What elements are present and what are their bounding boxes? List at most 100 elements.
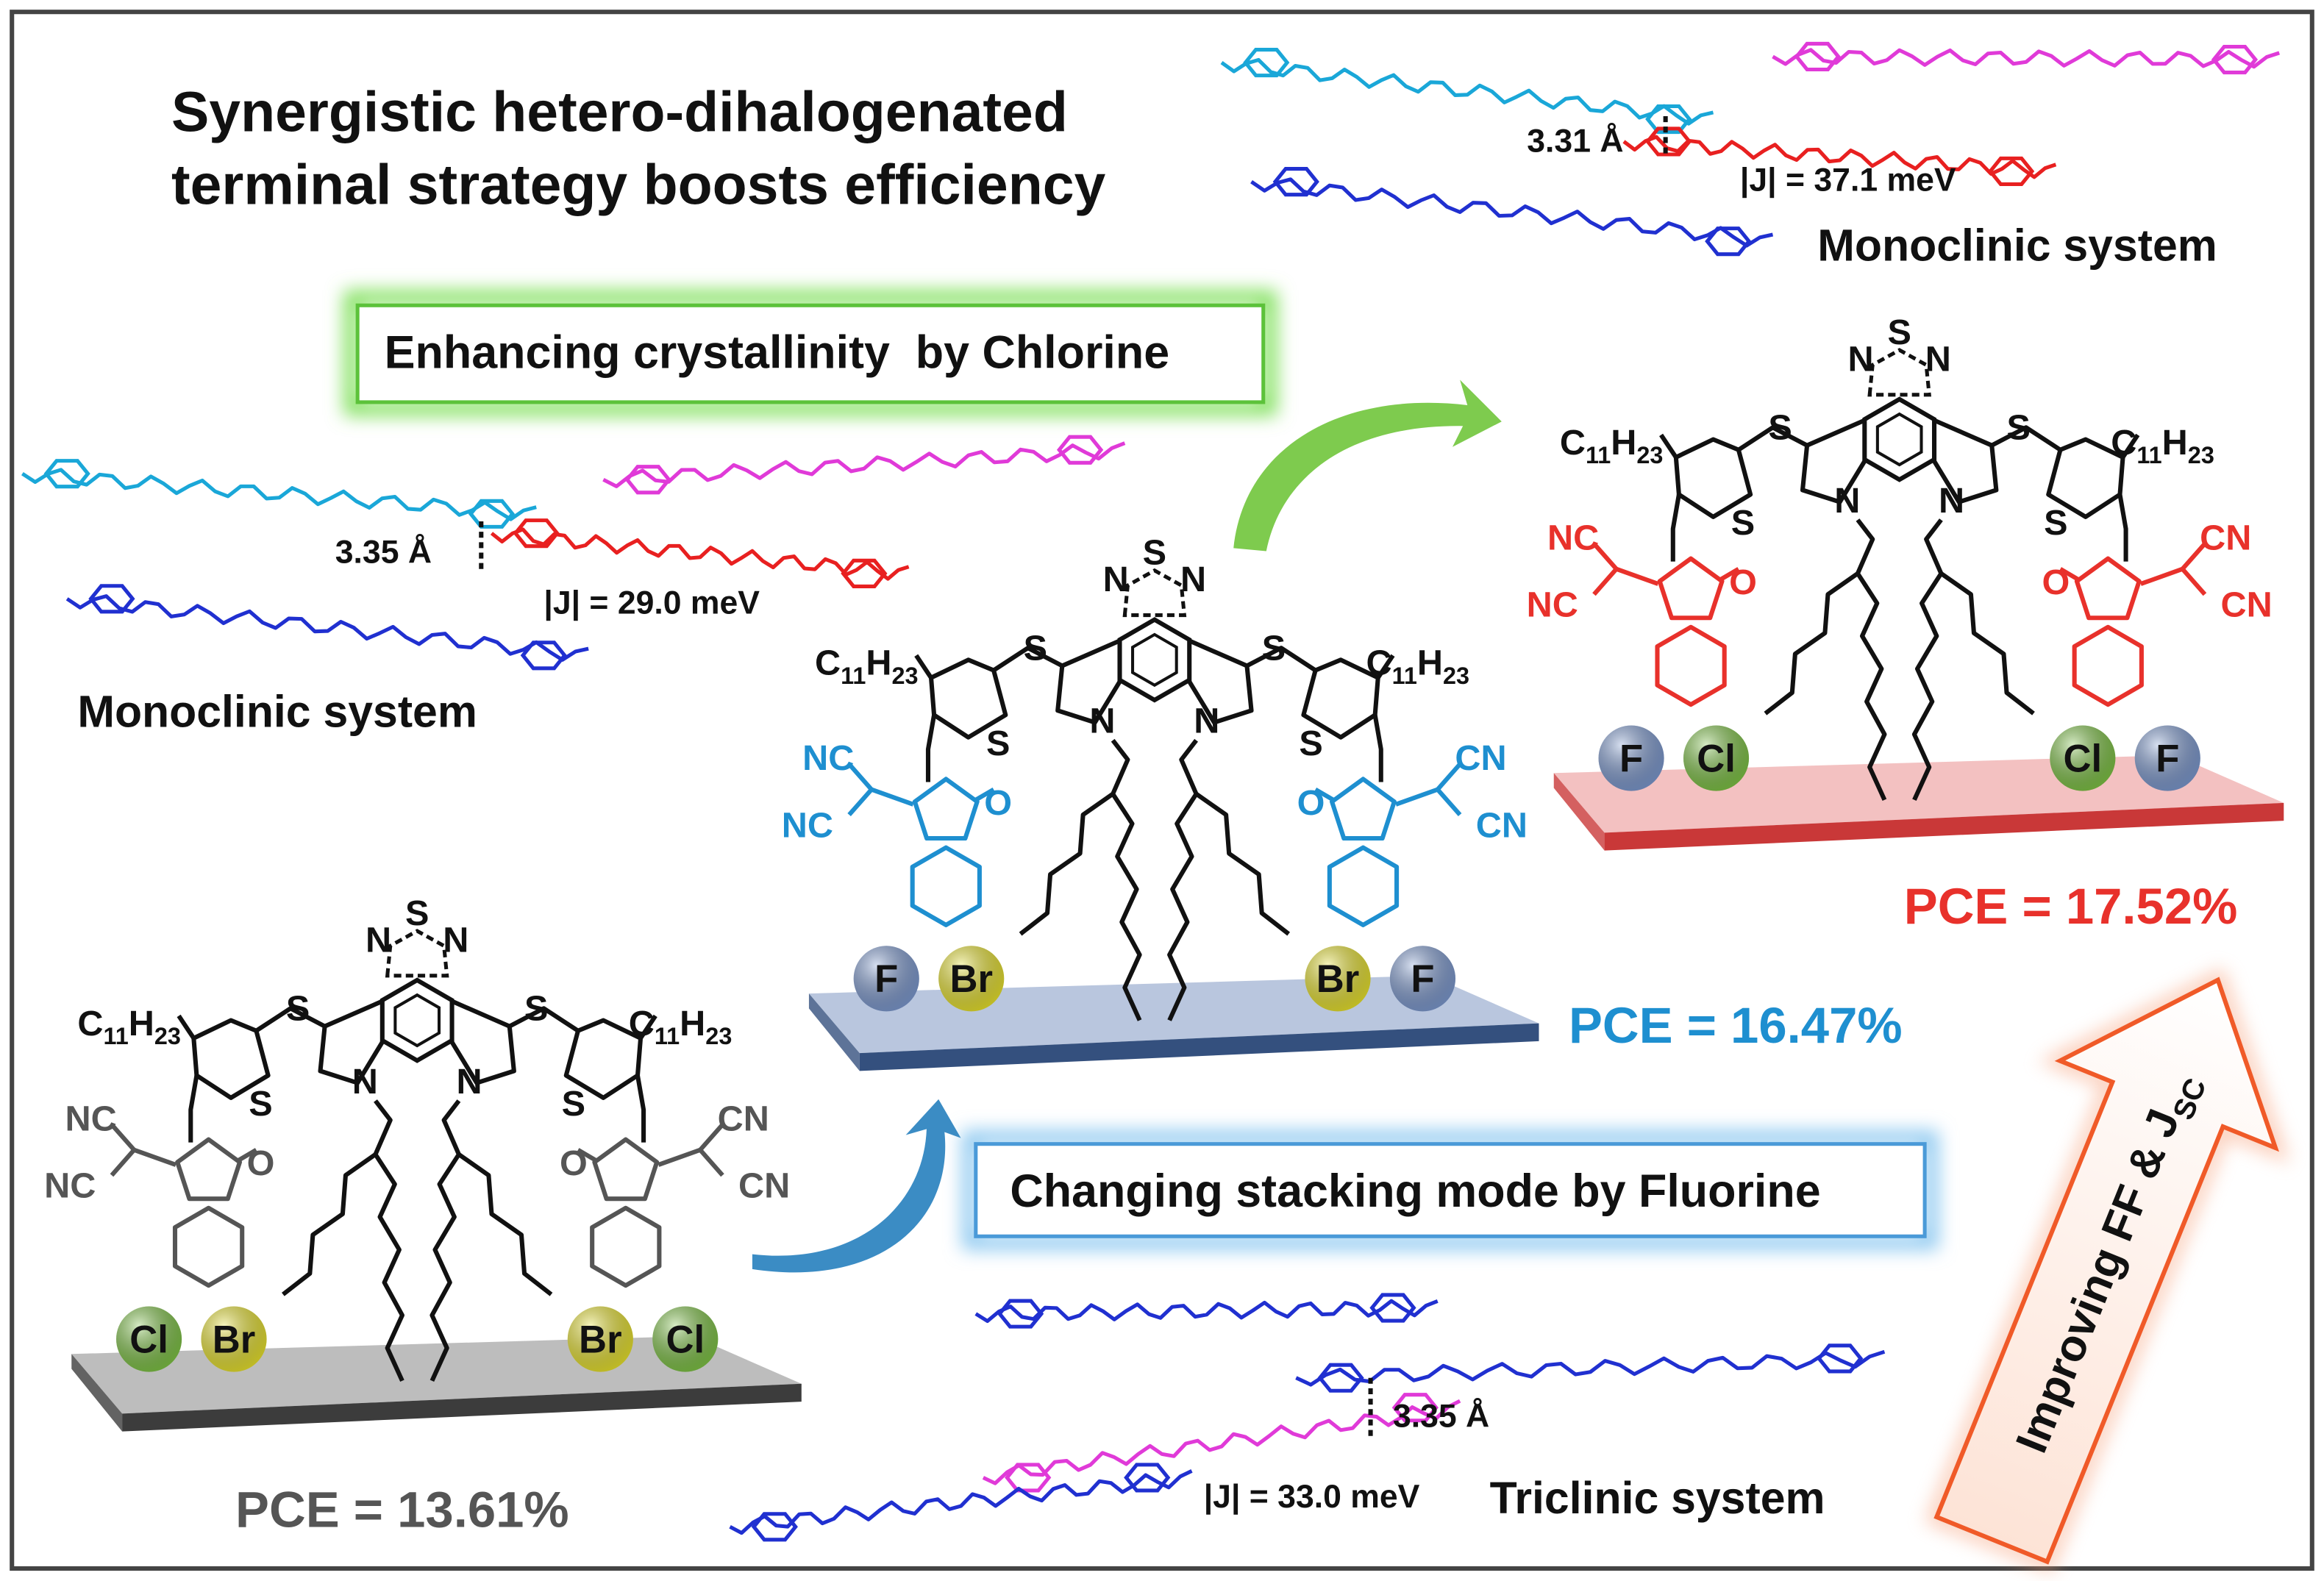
ring [1243, 48, 1290, 78]
molecule-ribbon [602, 441, 1126, 488]
vinyl-bond [1372, 714, 1383, 782]
thiadiazole-ring [1122, 568, 1187, 618]
sulfur-label: S [2007, 408, 2031, 448]
terminal-benzene-ring [1655, 624, 1727, 707]
ring [1645, 104, 1692, 135]
indanone-ring [1330, 777, 1397, 841]
dicyano-bond [133, 1147, 177, 1167]
bond [324, 999, 384, 1029]
element: C [1560, 423, 1586, 463]
cyano-label: NC [44, 1166, 96, 1206]
halogen-shading [1598, 725, 1664, 791]
element: H [1417, 643, 1443, 683]
terminal-benzene-ring [2072, 624, 2144, 707]
molecule-ribbon [729, 1469, 1193, 1535]
vinyl-bond [188, 1074, 199, 1143]
sulfur-label: S [1024, 628, 1047, 668]
cyano-bond [2181, 567, 2207, 596]
ring [1817, 1343, 1864, 1374]
alkyl-bond [2121, 433, 2140, 459]
oxygen-label: O [247, 1143, 275, 1183]
nitrogen-label: N [1103, 560, 1129, 599]
sulfur-label: S [986, 724, 1010, 763]
substrate-side [71, 1354, 123, 1432]
ring [1272, 167, 1319, 197]
sulfur-label: S [1143, 533, 1166, 573]
alkyl-bond [914, 654, 933, 679]
alkyl-label: C11H23 [77, 1004, 181, 1049]
pce-value-bromine-chlorine: PCE = 13.61% [235, 1481, 569, 1538]
halogen-shading [853, 946, 919, 1012]
element: C [1366, 643, 1392, 683]
bottom-system-label: Triclinic system [1490, 1473, 1825, 1523]
ring [1987, 156, 2035, 187]
carbonyl-bond [1719, 567, 1740, 582]
alkyl-branch [1194, 792, 1291, 936]
sulfur-label: S [1731, 503, 1755, 543]
alkyl-chain [1167, 738, 1199, 1021]
ring [1705, 226, 1752, 257]
sulfur-label: S [1262, 628, 1286, 668]
bond [1933, 418, 1993, 448]
subscript: 11 [1586, 442, 1611, 468]
subscript: 11 [841, 663, 866, 689]
ring [997, 1299, 1044, 1329]
cyano-bond [1436, 763, 1462, 791]
alkyl-branch [1764, 571, 1859, 715]
top-coupling: |J| = 37.1 meV [1740, 162, 1956, 199]
alkyl-bond [1376, 654, 1395, 679]
cyano-label: NC [65, 1099, 116, 1138]
sulfur-label: S [562, 1084, 585, 1124]
alkyl-chain [1911, 518, 1944, 802]
terminal-benzene-ring [590, 1205, 662, 1288]
molecule-ribbon [65, 594, 589, 662]
ring [1056, 435, 1104, 465]
crystal-packing-ribbons [21, 41, 2281, 1542]
ring [2211, 44, 2259, 75]
cyano-label: CN [2200, 518, 2251, 557]
molecule-ribbon [1622, 135, 2057, 179]
sulfur-label: S [2044, 503, 2067, 543]
ring [1645, 126, 1692, 157]
ring [841, 558, 888, 588]
green-curved-arrow [1233, 379, 1502, 552]
substrate-edge [122, 1383, 802, 1432]
thiadiazole-ring [1867, 348, 1931, 397]
subscript: 23 [1443, 663, 1469, 689]
alkyl-branch [1939, 571, 2035, 715]
cyano-label: NC [1527, 585, 1578, 625]
oxygen-label: O [2042, 563, 2070, 602]
title-line-1: Synergistic hetero-dihalogenated [171, 80, 1068, 143]
cyano-bond [110, 1123, 136, 1152]
ring [513, 518, 560, 549]
sulfur-label: S [286, 989, 310, 1029]
sulfur-label: S [405, 893, 429, 933]
halogen-shading [2050, 725, 2116, 791]
indanone-ring [912, 777, 980, 841]
halogen-label: F [1619, 737, 1643, 780]
sulfur-label: S [249, 1084, 272, 1124]
oxygen-label: O [560, 1143, 588, 1183]
chlorine-box [355, 303, 1266, 404]
ring [43, 459, 90, 489]
dicyano-bond [1395, 787, 1439, 807]
halogen-label: Cl [2064, 737, 2103, 780]
halogen-label: Br [579, 1318, 622, 1361]
element: C [77, 1004, 103, 1043]
core-inner-ring [393, 993, 441, 1048]
cyano-bond [1436, 788, 1462, 817]
halogen-label: Cl [1697, 737, 1736, 780]
subscript: 11 [1392, 663, 1417, 689]
bond [1188, 638, 1248, 668]
halogen-label: F [874, 957, 898, 1001]
subscript: 23 [154, 1023, 181, 1049]
ring [88, 584, 135, 614]
cyano-bond [110, 1148, 136, 1177]
nitrogen-label: N [443, 920, 468, 960]
thiadiazole-ring [385, 929, 449, 978]
sulfur-label: S [1768, 408, 1792, 448]
element: H [1611, 423, 1636, 463]
